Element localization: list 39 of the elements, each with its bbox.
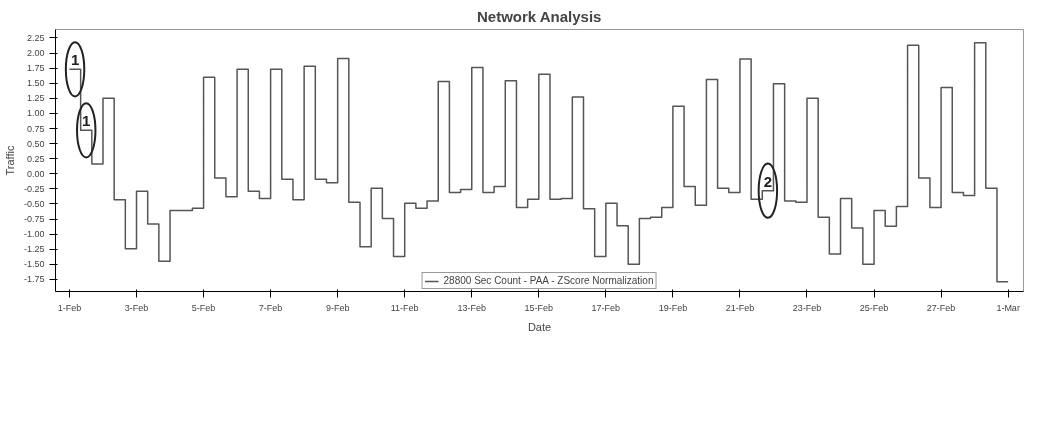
y-tick-label: 0.25 bbox=[26, 153, 45, 164]
x-tick-label: 11-Feb bbox=[390, 302, 419, 313]
y-tick-label: 0.50 bbox=[26, 138, 45, 149]
y-tick-label: -1.75 bbox=[23, 274, 45, 285]
x-tick-label: 27-Feb bbox=[926, 302, 956, 313]
y-tick-label: 0.00 bbox=[26, 168, 45, 179]
y-tick-label: 1.75 bbox=[26, 63, 45, 74]
annotation: 2 bbox=[763, 172, 773, 190]
x-tick-label: 7-Feb bbox=[258, 302, 283, 313]
x-tick-label: 25-Feb bbox=[859, 302, 889, 313]
y-tick-label: 0.75 bbox=[26, 123, 45, 134]
y-tick-label: -0.25 bbox=[23, 183, 45, 194]
x-tick-label: 23-Feb bbox=[792, 302, 822, 313]
x-tick-label: 17-Feb bbox=[591, 302, 621, 313]
y-tick-label: 1.00 bbox=[26, 108, 45, 119]
x-tick-label: 15-Feb bbox=[524, 302, 554, 313]
y-tick-label: -0.75 bbox=[23, 214, 45, 225]
y-tick-label: 1.25 bbox=[26, 93, 45, 104]
x-tick-label: 13-Feb bbox=[457, 302, 487, 313]
x-tick-label: 19-Feb bbox=[658, 302, 688, 313]
y-tick-label: 2.00 bbox=[26, 48, 45, 59]
x-tick-label: 1-Feb bbox=[57, 302, 82, 313]
y-tick-label: -1.00 bbox=[23, 229, 45, 240]
annotation: 1 bbox=[82, 112, 91, 130]
y-axis-title: Traffic bbox=[3, 145, 16, 176]
annotation: 1 bbox=[70, 51, 80, 69]
x-tick-label: 3-Feb bbox=[124, 302, 149, 313]
y-tick-label: -0.50 bbox=[23, 198, 45, 209]
x-axis-title: Date bbox=[527, 320, 552, 333]
x-tick-label: 21-Feb bbox=[725, 302, 755, 313]
x-tick-label: 5-Feb bbox=[191, 302, 216, 313]
y-tick-label: 1.50 bbox=[26, 78, 45, 89]
y-tick-label: -1.50 bbox=[23, 259, 45, 270]
chart-title: Network Analysis bbox=[476, 7, 602, 25]
legend-label: 28800 Sec Count - PAA - ZScore Normalization bbox=[443, 275, 654, 286]
x-tick-label: 1-Mar bbox=[996, 302, 1020, 313]
x-tick-label: 9-Feb bbox=[325, 302, 350, 313]
y-tick-label: -1.25 bbox=[23, 244, 45, 255]
y-tick-label: 2.25 bbox=[26, 32, 45, 43]
